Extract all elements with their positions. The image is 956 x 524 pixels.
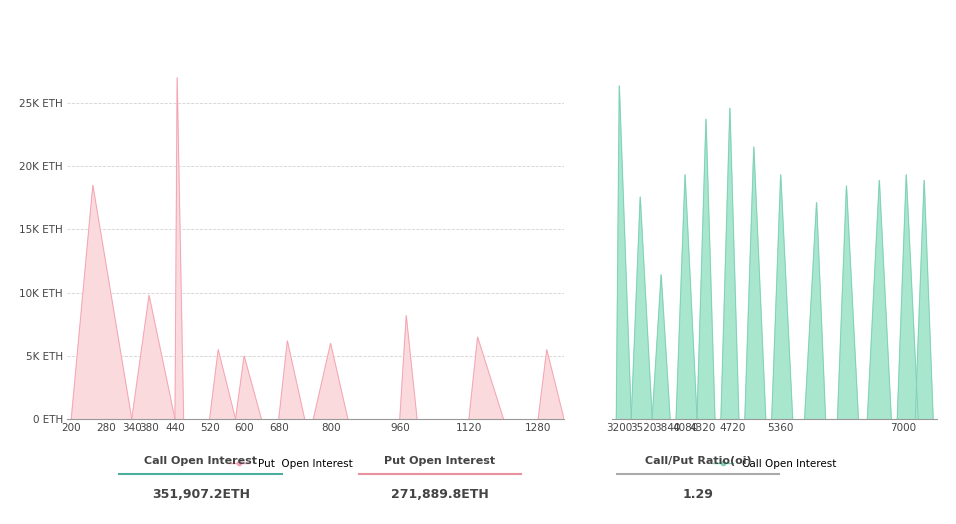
Text: Call Open Interest: Call Open Interest [144, 456, 257, 466]
Legend: Put  Open Interest: Put Open Interest [225, 454, 357, 473]
Polygon shape [132, 295, 175, 419]
Text: 351,907.2ETH: 351,907.2ETH [152, 488, 250, 501]
Text: 271,889.8ETH: 271,889.8ETH [391, 488, 489, 501]
Polygon shape [898, 174, 918, 419]
Polygon shape [400, 315, 417, 419]
Polygon shape [805, 202, 826, 419]
Polygon shape [721, 108, 739, 419]
Legend: Call Open Interest: Call Open Interest [708, 454, 840, 473]
Polygon shape [617, 86, 631, 419]
Text: 1.29: 1.29 [683, 488, 713, 501]
Polygon shape [209, 350, 235, 419]
Polygon shape [469, 337, 504, 419]
Text: Call/Put Ratio(oi): Call/Put Ratio(oi) [644, 456, 751, 466]
Polygon shape [175, 78, 184, 419]
Polygon shape [771, 174, 793, 419]
Polygon shape [867, 180, 891, 419]
Polygon shape [837, 186, 858, 419]
Polygon shape [652, 275, 670, 419]
Polygon shape [676, 174, 697, 419]
Polygon shape [538, 350, 564, 419]
Polygon shape [314, 343, 348, 419]
Polygon shape [631, 197, 652, 419]
Polygon shape [235, 356, 261, 419]
Polygon shape [697, 119, 715, 419]
Text: Put Open Interest: Put Open Interest [384, 456, 495, 466]
Polygon shape [72, 185, 132, 419]
Polygon shape [745, 147, 766, 419]
Polygon shape [915, 180, 933, 419]
Polygon shape [279, 341, 305, 419]
